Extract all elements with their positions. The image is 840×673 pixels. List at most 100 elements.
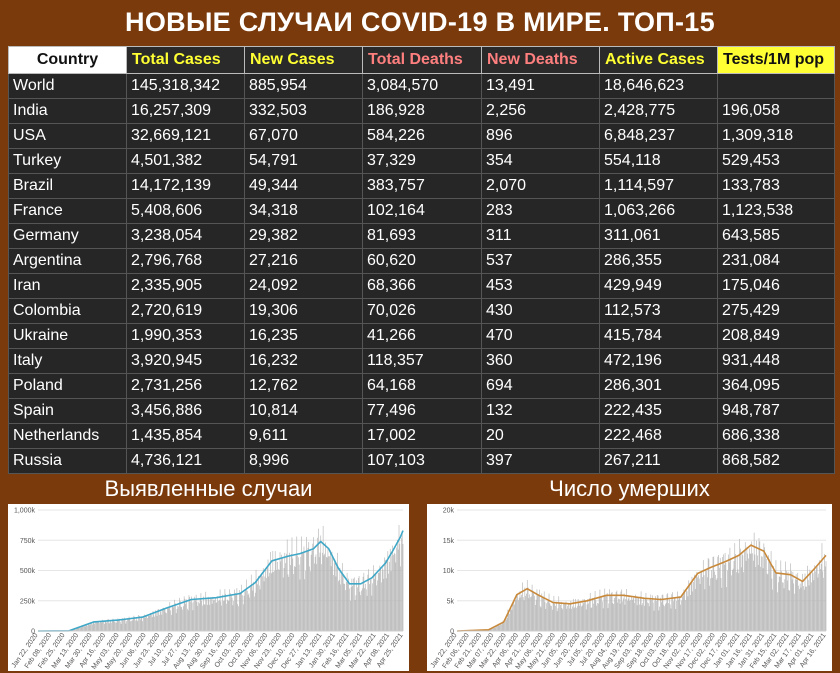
daily-bar bbox=[824, 566, 826, 631]
daily-bar bbox=[95, 621, 97, 631]
daily-bar bbox=[266, 567, 268, 631]
daily-bar bbox=[246, 579, 247, 631]
daily-bar bbox=[561, 607, 563, 631]
cell-active-cases: 222,468 bbox=[599, 423, 718, 449]
daily-bar bbox=[385, 578, 387, 631]
daily-bar bbox=[187, 610, 189, 631]
cell-country: Iran bbox=[8, 273, 127, 299]
daily-bar bbox=[203, 604, 205, 631]
cell-new-cases: 9,611 bbox=[244, 423, 363, 449]
daily-bar bbox=[378, 572, 380, 631]
daily-bar bbox=[232, 605, 234, 631]
cases-chart-title: Выявленные случаи bbox=[104, 476, 313, 501]
daily-bar bbox=[579, 605, 581, 631]
daily-bar bbox=[796, 580, 798, 631]
daily-bar bbox=[276, 569, 278, 631]
daily-bar bbox=[737, 569, 739, 631]
daily-bar bbox=[816, 564, 818, 631]
daily-bar bbox=[250, 574, 252, 631]
daily-bar bbox=[622, 601, 623, 631]
daily-bar bbox=[538, 594, 539, 631]
column-header-new-deaths: New Deaths bbox=[481, 46, 600, 74]
daily-bar bbox=[817, 577, 819, 631]
daily-bar bbox=[94, 623, 96, 631]
daily-bar bbox=[584, 599, 585, 631]
cell-new-cases: 34,318 bbox=[244, 198, 363, 224]
daily-bar bbox=[196, 601, 198, 631]
daily-bar bbox=[238, 589, 240, 631]
daily-bar bbox=[585, 609, 587, 631]
daily-bar bbox=[623, 593, 625, 631]
daily-bar bbox=[283, 568, 285, 631]
daily-bar bbox=[536, 589, 538, 631]
daily-bar bbox=[695, 576, 697, 631]
daily-bar bbox=[518, 600, 519, 631]
daily-bar bbox=[628, 595, 630, 631]
daily-bar bbox=[205, 591, 207, 631]
daily-bar bbox=[199, 603, 200, 631]
daily-bar bbox=[287, 574, 289, 631]
daily-bar bbox=[823, 577, 824, 631]
daily-bar bbox=[289, 552, 290, 631]
daily-bar bbox=[719, 557, 721, 631]
daily-bar bbox=[299, 579, 301, 631]
daily-bar bbox=[529, 594, 530, 631]
daily-bar bbox=[769, 564, 771, 631]
daily-bar bbox=[702, 560, 704, 631]
cell-total-deaths: 118,357 bbox=[362, 348, 482, 374]
daily-bar bbox=[195, 600, 196, 631]
cell-total-cases: 4,736,121 bbox=[126, 448, 245, 474]
daily-bar bbox=[157, 609, 159, 631]
daily-bar bbox=[253, 581, 254, 631]
daily-bar bbox=[100, 621, 102, 631]
daily-bar bbox=[76, 628, 77, 631]
daily-bar bbox=[506, 617, 508, 631]
daily-bar bbox=[602, 601, 603, 631]
daily-bar bbox=[699, 584, 701, 631]
daily-bar bbox=[513, 602, 514, 631]
daily-bar bbox=[782, 582, 784, 631]
cell-country: Russia bbox=[8, 448, 127, 474]
cell-active-cases: 267,211 bbox=[599, 448, 718, 474]
daily-bar bbox=[619, 603, 621, 631]
daily-bar bbox=[488, 629, 490, 631]
daily-bar bbox=[790, 571, 792, 631]
daily-bar bbox=[195, 594, 197, 631]
daily-bar bbox=[112, 618, 114, 631]
daily-bar bbox=[527, 587, 529, 631]
y-tick-label: 250k bbox=[20, 598, 36, 605]
daily-bar bbox=[305, 570, 306, 631]
y-tick-label: 750k bbox=[20, 538, 36, 545]
cell-active-cases: 1,114,597 bbox=[599, 173, 718, 199]
daily-bar bbox=[390, 571, 392, 631]
daily-bar bbox=[155, 610, 156, 631]
cell-new-deaths: 20 bbox=[481, 423, 600, 449]
covid-table: Country Total Cases New Cases Total Deat… bbox=[8, 46, 835, 474]
table-header-row: Country Total Cases New Cases Total Deat… bbox=[8, 46, 835, 74]
cell-country: India bbox=[8, 98, 127, 124]
daily-bar bbox=[550, 605, 551, 631]
daily-bar bbox=[306, 551, 308, 631]
daily-bar bbox=[349, 588, 350, 631]
cell-active-cases: 222,435 bbox=[599, 398, 718, 424]
daily-bar bbox=[651, 600, 652, 631]
daily-bar bbox=[626, 589, 627, 631]
daily-bar bbox=[605, 596, 606, 631]
daily-bar bbox=[782, 582, 783, 631]
daily-bar bbox=[159, 614, 160, 631]
daily-bar bbox=[386, 561, 388, 631]
y-tick-label: 0 bbox=[450, 629, 454, 636]
daily-bar bbox=[382, 569, 384, 631]
daily-bar bbox=[189, 597, 191, 631]
daily-bar bbox=[634, 602, 635, 631]
daily-bar bbox=[545, 608, 547, 631]
daily-bar bbox=[764, 547, 765, 631]
daily-bar bbox=[784, 579, 786, 631]
daily-bar bbox=[698, 575, 699, 631]
daily-bar bbox=[85, 624, 87, 631]
daily-bar bbox=[267, 559, 269, 631]
daily-bar bbox=[230, 593, 231, 631]
daily-bar bbox=[115, 622, 117, 631]
daily-bar bbox=[497, 625, 498, 631]
